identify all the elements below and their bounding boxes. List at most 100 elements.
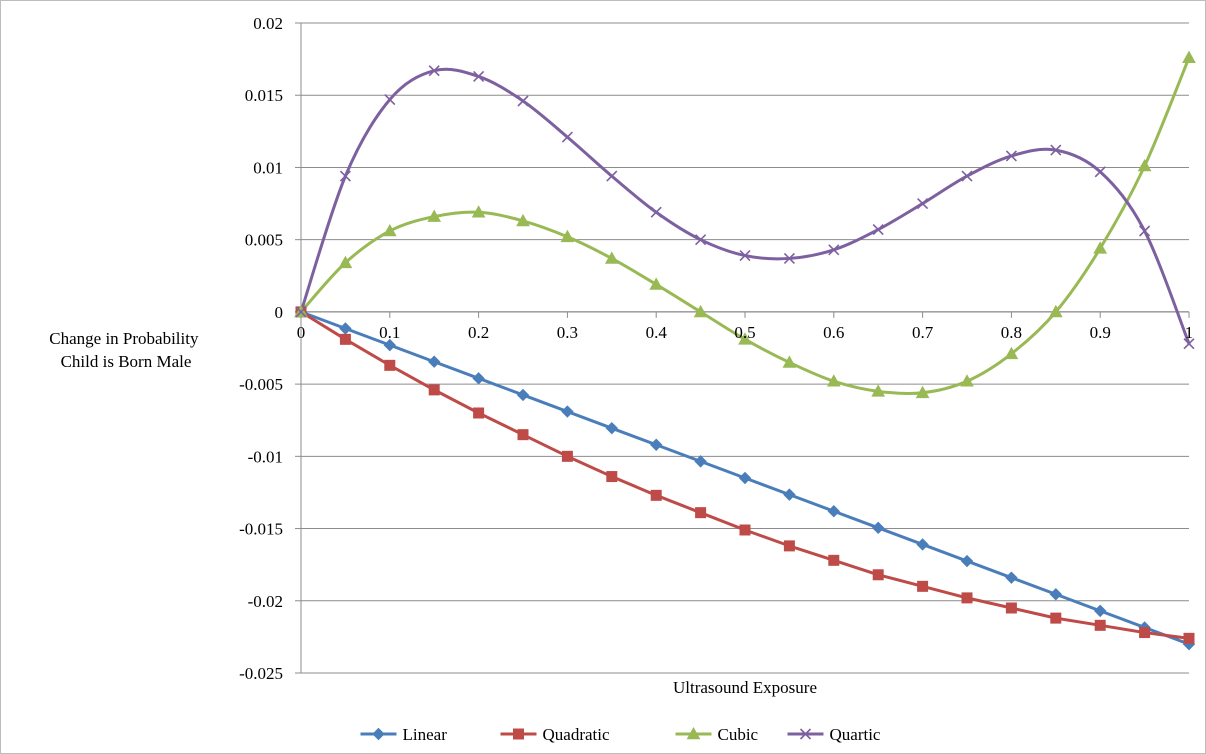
data-point-quadratic	[828, 554, 840, 566]
marker-stroke	[695, 234, 707, 246]
legend-label: Quartic	[830, 725, 881, 744]
data-point-linear	[783, 488, 796, 501]
marker-stroke	[384, 93, 396, 106]
data-point-cubic	[427, 209, 442, 222]
marker-stroke	[739, 249, 751, 262]
data-point-linear	[827, 505, 841, 518]
data-point-cubic	[693, 304, 708, 318]
marker-stroke	[1183, 338, 1195, 350]
marker-stroke	[872, 223, 884, 236]
y-tick-label: 0.02	[253, 14, 283, 33]
data-point-quartic	[783, 252, 795, 265]
marker-stroke	[517, 95, 529, 107]
series-markers	[294, 50, 1196, 651]
legend-marker	[513, 728, 524, 740]
legend-marker	[799, 728, 812, 740]
x-tick-label: 0.7	[912, 323, 934, 342]
data-point-cubic	[738, 332, 752, 345]
data-point-quadratic	[473, 407, 485, 419]
data-point-linear	[516, 388, 530, 402]
data-point-quartic	[295, 306, 307, 318]
legend-marker	[372, 727, 385, 741]
data-point-quartic	[961, 170, 973, 182]
gridlines	[301, 22, 1189, 674]
y-tick-label: 0.01	[253, 158, 283, 177]
data-point-quartic	[650, 206, 662, 218]
marker-stroke	[428, 65, 440, 77]
data-point-quartic	[872, 223, 884, 236]
data-point-quartic	[1094, 166, 1106, 178]
data-point-linear	[916, 538, 929, 551]
legend: Linear Quadratic Cubic Quartic	[360, 725, 881, 744]
data-point-quartic	[917, 197, 929, 210]
data-point-quartic	[739, 249, 751, 262]
data-point-cubic	[516, 213, 530, 227]
data-point-cubic	[1182, 50, 1196, 63]
legend-item-cubic: Cubic	[675, 725, 759, 744]
x-tick-label: 1	[1185, 323, 1194, 342]
data-point-linear	[738, 471, 752, 485]
data-point-linear	[472, 372, 485, 385]
data-point-cubic	[960, 374, 974, 387]
data-point-cubic	[560, 229, 575, 243]
legend-item-linear: Linear	[360, 725, 447, 744]
y-tick-label: -0.015	[239, 520, 283, 539]
data-point-cubic	[471, 205, 486, 218]
marker-stroke	[1139, 225, 1151, 237]
marker-stroke	[650, 206, 662, 218]
x-axis-title: Ultrasound Exposure	[673, 678, 817, 697]
marker-stroke	[295, 306, 307, 318]
data-point-quadratic	[517, 429, 529, 441]
data-point-quadratic	[783, 540, 795, 552]
data-point-quartic	[695, 234, 707, 246]
y-tick-label: -0.02	[248, 592, 283, 611]
data-point-linear	[383, 338, 397, 352]
legend-item-quartic: Quartic	[787, 725, 881, 744]
data-point-quadratic	[872, 569, 884, 581]
marker-stroke	[339, 170, 351, 182]
x-tick-label: 0.2	[468, 323, 489, 342]
data-point-quadratic	[606, 471, 618, 483]
x-tick-label: 0.3	[557, 323, 578, 342]
data-point-quartic	[1183, 338, 1195, 350]
marker-stroke	[1094, 166, 1106, 178]
data-point-quadratic	[1005, 602, 1017, 614]
data-point-linear	[427, 355, 441, 368]
data-point-cubic	[915, 385, 930, 399]
data-point-quartic	[1050, 144, 1062, 156]
data-point-quartic	[473, 70, 485, 83]
y-tick-label: -0.005	[239, 375, 283, 394]
data-point-quadratic	[1183, 632, 1195, 644]
data-point-linear	[561, 405, 574, 418]
data-point-quadratic	[739, 524, 751, 536]
marker-stroke	[961, 170, 973, 182]
series-lines	[299, 56, 1191, 646]
data-point-cubic	[338, 255, 353, 269]
data-point-quadratic	[428, 384, 440, 396]
tick-labels: 0.02 0.015 0.01 0.005 0 -0.005 -0.01 -0.015 -0.0…	[239, 14, 1193, 683]
x-tick-label: 0.6	[823, 323, 844, 342]
data-point-linear	[1005, 571, 1018, 584]
marker-stroke	[561, 131, 573, 143]
marker-stroke	[917, 197, 929, 210]
marker-stroke	[1005, 150, 1017, 162]
data-point-quadratic	[917, 580, 929, 592]
series-line-cubic	[299, 56, 1191, 396]
data-point-quadratic	[1050, 612, 1062, 624]
data-point-linear	[694, 455, 707, 468]
legend-label: Cubic	[718, 725, 759, 744]
data-point-quartic	[517, 95, 529, 107]
data-point-cubic	[782, 355, 797, 368]
data-point-quadratic	[650, 489, 662, 501]
marker-stroke	[473, 70, 485, 83]
y-tick-label: 0.015	[245, 86, 283, 105]
data-point-quadratic	[339, 333, 351, 345]
data-point-quadratic	[1094, 619, 1106, 631]
data-point-linear	[960, 554, 974, 568]
x-tick-label: 0	[297, 323, 306, 342]
marker-stroke	[606, 170, 618, 182]
legend-label: Quadratic	[543, 725, 610, 744]
data-point-quartic	[606, 170, 618, 182]
y-axis-title-line-2: Child is Born Male	[61, 352, 192, 371]
